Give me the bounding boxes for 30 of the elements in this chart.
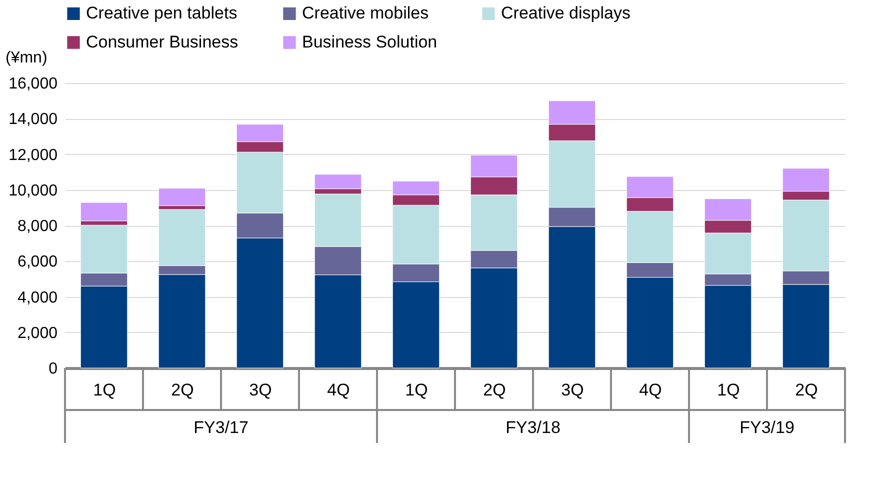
legend-label: Creative mobiles [302, 4, 429, 23]
y-tick-label: 14,000 [8, 111, 58, 128]
y-tick-label: 2,000 [17, 324, 58, 342]
y-axis-title: (¥mn) [6, 50, 48, 66]
legend-label: Creative pen tablets [86, 4, 238, 23]
x-tick-label: 2Q [483, 380, 506, 400]
x-tick-label: 3Q [249, 380, 272, 400]
bar [158, 188, 206, 206]
y-tick-label: 4,000 [17, 289, 58, 306]
x-tick-label: 1Q [717, 380, 740, 400]
text: FY3/18 [506, 418, 560, 437]
x-tick-label: 1Q [93, 380, 116, 400]
legend-label: Consumer Business [86, 32, 238, 52]
legend-label: Creative displays [501, 4, 630, 23]
bar [80, 202, 128, 222]
text: FY3/17 [194, 418, 248, 437]
legend-label: Business Solution [302, 32, 438, 52]
y-tick-label: 0 [48, 360, 58, 378]
y-tick-label: 12,000 [8, 146, 58, 164]
y-tick-label: 10,000 [8, 182, 58, 200]
y-tick-label: 8,000 [17, 218, 58, 235]
text: FY3/19 [740, 418, 794, 437]
y-tick-label: 6,000 [17, 254, 58, 271]
x-tick-label: 1Q [405, 380, 428, 400]
x-tick-label: 2Q [171, 380, 194, 400]
x-tick-label: 4Q [327, 380, 350, 400]
x-tick-label: 3Q [561, 380, 584, 400]
y-tick-label: 16,000 [8, 76, 58, 92]
x-tick-label: 2Q [795, 380, 818, 400]
x-tick-label: 4Q [639, 380, 662, 400]
